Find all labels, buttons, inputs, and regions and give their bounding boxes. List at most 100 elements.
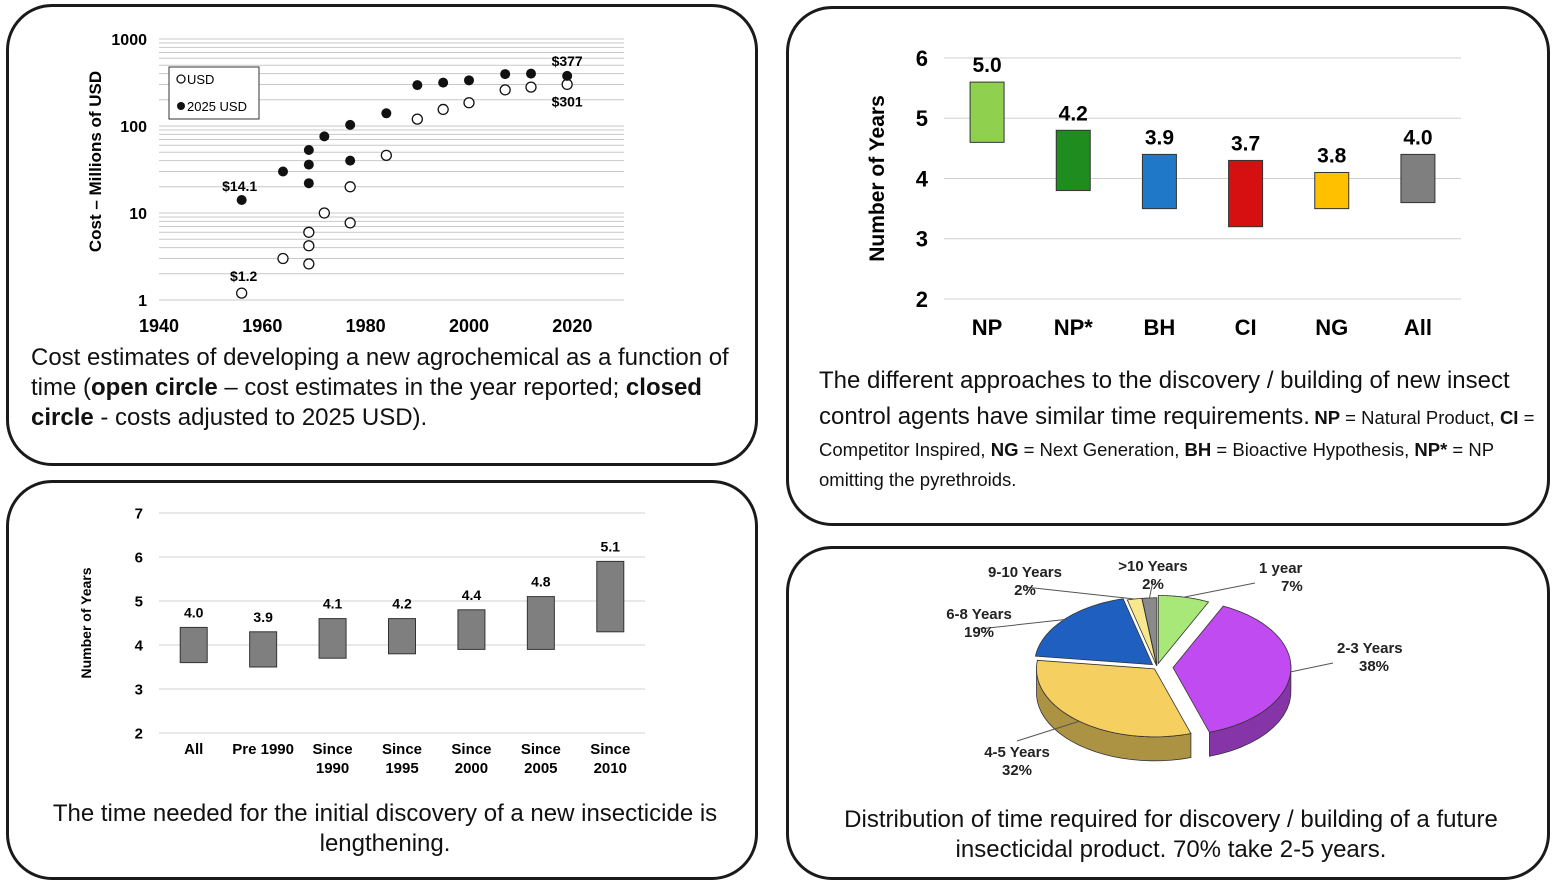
- caption-text: = Bioactive Hypothesis,: [1211, 439, 1415, 460]
- data-point-2025-usd: [412, 80, 423, 91]
- floating-bar: [457, 609, 486, 650]
- data-label: 4.8: [531, 574, 551, 590]
- floating-bar: [318, 618, 347, 659]
- x-tick-label: 2000: [449, 316, 489, 336]
- data-label: 4.2: [392, 596, 412, 612]
- x-category-label: 2010: [594, 760, 627, 777]
- y-tick-label: 2: [916, 287, 928, 312]
- pie-leader-line: [1290, 662, 1334, 673]
- data-label: 3.9: [253, 609, 273, 625]
- data-label: 5.0: [972, 54, 1001, 77]
- pie-slice-label: 2-3 Years: [1337, 640, 1403, 657]
- pie-slice: [1141, 597, 1158, 666]
- pie-chart-caption: Distribution of time required for discov…: [844, 806, 1498, 863]
- data-point-2025-usd: [562, 70, 573, 81]
- distribution-pie-panel: 1 year 7% 2-3 Years 38% 4-5 Years 32% 6-8 Year…: [786, 546, 1550, 880]
- data-point-usd: [437, 103, 449, 116]
- x-category-label: NP*: [1054, 315, 1094, 340]
- x-category-label: 1990: [316, 760, 349, 777]
- caption-bold: closed circle: [31, 374, 702, 431]
- data-label: 4.4: [462, 587, 482, 603]
- data-point-usd: [236, 287, 248, 299]
- caption-bold: CI: [1499, 407, 1519, 428]
- y-tick-label: 1: [138, 293, 147, 310]
- approaches-bar-panel: 2 3 4 5 6 Number of Years 5.0 NP 4.2 NP* 3.9 BH 3.7 C…: [786, 6, 1550, 526]
- pie-leader-line: [1024, 586, 1135, 600]
- data-point-usd: [344, 181, 356, 193]
- caption-bold: BH: [1184, 439, 1212, 460]
- x-category-label: All: [184, 741, 203, 758]
- data-point-2025-usd: [464, 75, 474, 86]
- data-point-2025-usd: [526, 68, 536, 79]
- approaches-chart-caption: The different approaches to the discover…: [819, 363, 1543, 495]
- x-category-label: Since: [451, 741, 491, 758]
- caption-text: = NP omitting the pyrethroids.: [819, 439, 1494, 490]
- x-category-label: 2000: [455, 760, 488, 777]
- caption-bold: NP: [1314, 407, 1341, 428]
- cost-chart-caption: Cost estimates of developing a new agroc…: [31, 343, 743, 433]
- caption-text: The different approaches to the discover…: [819, 367, 1510, 430]
- data-label: 3.9: [1145, 126, 1174, 149]
- caption-text: - costs adjusted to 2025 USD).: [93, 404, 428, 431]
- data-point-usd: [463, 97, 475, 109]
- x-category-label: Since: [313, 741, 353, 758]
- pie-slice-percent: 7%: [1281, 578, 1303, 595]
- y-tick-label: 5: [916, 106, 928, 131]
- x-category-label: Pre 1990: [232, 741, 294, 758]
- data-label: 4.0: [1403, 126, 1432, 149]
- y-tick-label: 6: [916, 46, 928, 71]
- floating-bar: [526, 596, 555, 650]
- y-tick-label: 7: [135, 505, 143, 522]
- data-point-2025-usd: [303, 159, 314, 170]
- y-axis-label: Cost – Millions of USD: [86, 71, 105, 252]
- y-tick-label: 6: [135, 549, 143, 566]
- data-point-2025-usd: [303, 178, 314, 189]
- data-point-2025-usd: [278, 166, 288, 177]
- data-label: 3.7: [1231, 132, 1260, 155]
- data-point-usd: [318, 207, 330, 219]
- pie-slice-percent: 19%: [964, 624, 994, 641]
- floating-bar: [388, 618, 416, 655]
- x-tick-label: 1980: [346, 316, 386, 336]
- approaches-bar-chart: 2 3 4 5 6 Number of Years 5.0 NP 4.2 NP* 3.9 BH 3.7 C…: [866, 46, 1461, 340]
- y-tick-label: 3: [916, 227, 928, 252]
- x-category-label: Since: [590, 741, 630, 758]
- data-point-2025-usd: [319, 131, 330, 142]
- x-tick-label: 1960: [242, 316, 282, 336]
- data-label: 5.1: [601, 538, 621, 554]
- floating-bar: [1314, 171, 1350, 210]
- data-label: $377: [552, 53, 583, 69]
- discovery-time-chart: 2 3 4 5 6 7 Number of Years 4.0 All 3.9 Pre 1990 4.…: [78, 505, 645, 777]
- pie-leader-line: [978, 619, 1065, 630]
- pie-slice-label: 6-8 Years: [946, 606, 1012, 623]
- data-point-2025-usd: [345, 119, 356, 130]
- caption-bold: open circle: [91, 374, 218, 401]
- x-tick-label: 1940: [139, 316, 179, 336]
- x-category-label: NP: [972, 315, 1003, 340]
- discovery-chart-caption: The time needed for the initial discover…: [52, 800, 718, 857]
- x-category-label: 2005: [524, 760, 557, 777]
- data-label: 3.8: [1317, 144, 1347, 167]
- caption-text: = Next Generation,: [1018, 439, 1185, 460]
- data-label: $14.1: [222, 178, 257, 194]
- y-tick-label: 5: [135, 593, 143, 610]
- y-tick-label: 100: [120, 119, 147, 136]
- data-label: $301: [552, 93, 583, 109]
- data-point-usd: [411, 113, 423, 125]
- x-category-label: 1995: [385, 760, 418, 777]
- pie-slice-percent: 2%: [1014, 582, 1036, 599]
- pie-leader-line: [1183, 582, 1256, 598]
- data-point-usd: [499, 84, 511, 96]
- data-point-usd: [303, 240, 315, 252]
- y-axis-label: Number of Years: [78, 567, 94, 678]
- floating-bar: [596, 560, 625, 633]
- floating-bar: [249, 631, 278, 668]
- floating-bar: [179, 626, 208, 664]
- cost-scatter-chart: 1 10 100 1000 1940 1960 1980 2000 2020 Cost – Mil…: [86, 32, 624, 336]
- y-tick-label: 2: [135, 725, 143, 742]
- floating-bar: [1141, 153, 1177, 210]
- data-point-usd: [277, 252, 289, 265]
- caption-bold: NP*: [1414, 439, 1448, 460]
- x-category-label: NG: [1315, 315, 1348, 340]
